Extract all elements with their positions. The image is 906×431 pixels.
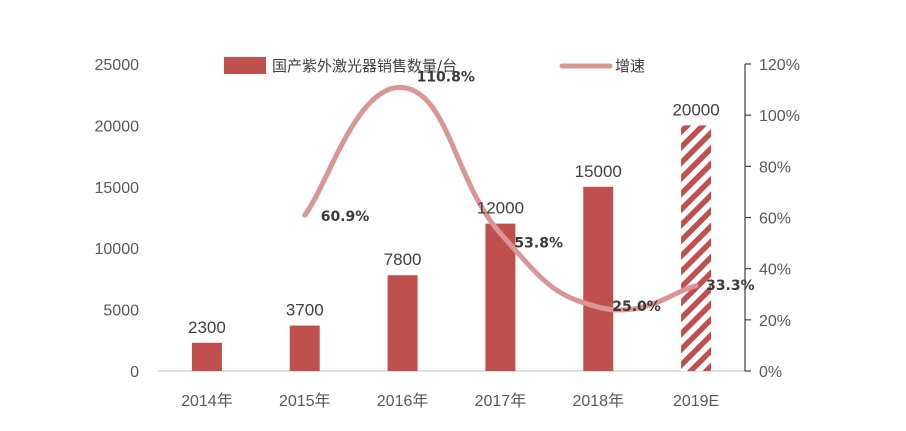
x-tick-label: 2015年 xyxy=(279,392,331,410)
x-tick-label: 2019E xyxy=(673,393,719,410)
y-left-tick-label: 0 xyxy=(130,364,139,381)
growth-value-label: 60.9% xyxy=(321,209,370,225)
y-right-tick-label: 60% xyxy=(759,211,791,228)
bar xyxy=(583,186,614,371)
bar-value-label: 15000 xyxy=(575,162,622,181)
y-right-tick-label: 20% xyxy=(759,313,791,330)
x-tick-label: 2018年 xyxy=(572,392,624,410)
y-right-tick-label: 80% xyxy=(759,159,791,176)
legend-line-label: 增速 xyxy=(615,57,645,75)
x-tick-label: 2016年 xyxy=(377,392,429,410)
bar xyxy=(191,342,222,371)
bar-value-label: 3700 xyxy=(286,301,324,320)
y-right-tick-label: 40% xyxy=(759,262,791,279)
y-left-tick-label: 5000 xyxy=(103,303,139,320)
x-tick-label: 2017年 xyxy=(475,392,527,410)
bar xyxy=(289,325,320,371)
legend-bar-swatch xyxy=(224,57,266,74)
bars xyxy=(191,125,712,372)
bar-value-label: 2300 xyxy=(188,318,226,337)
y-left-tick-label: 25000 xyxy=(95,57,140,74)
y-right-tick-label: 0% xyxy=(759,364,782,381)
y-right-tick-label: 120% xyxy=(759,57,800,74)
x-tick-label: 2014年 xyxy=(181,392,233,410)
bar-value-label: 20000 xyxy=(672,100,719,119)
growth-value-label: 25.0% xyxy=(612,299,661,315)
growth-value-label: 53.8% xyxy=(514,235,563,251)
data-labels: 2300 3700 7800 12000 15000 20000 60.9% 110.8% 53… xyxy=(188,70,755,337)
growth-line xyxy=(302,85,699,313)
bar-value-label: 7800 xyxy=(384,250,422,269)
y-left-tick-label: 20000 xyxy=(95,118,140,135)
bar-value-label: 12000 xyxy=(477,199,524,218)
y-right-tick-label: 100% xyxy=(759,108,800,125)
legend: 国产紫外激光器销售数量/台 增速 xyxy=(224,57,645,75)
y-left-tick-label: 15000 xyxy=(95,180,140,197)
growth-value-label: 33.3% xyxy=(706,278,755,294)
axes: 0 5000 10000 15000 20000 25000 0% 20% 40% 60% 80% 1… xyxy=(95,57,800,410)
legend-bar-label: 国产紫外激光器销售数量/台 xyxy=(272,57,457,75)
y-left-tick-label: 10000 xyxy=(95,241,140,258)
growth-curve xyxy=(302,85,699,313)
growth-value-label: 110.8% xyxy=(417,70,475,86)
bar xyxy=(387,275,418,371)
bar-estimate xyxy=(681,125,712,372)
